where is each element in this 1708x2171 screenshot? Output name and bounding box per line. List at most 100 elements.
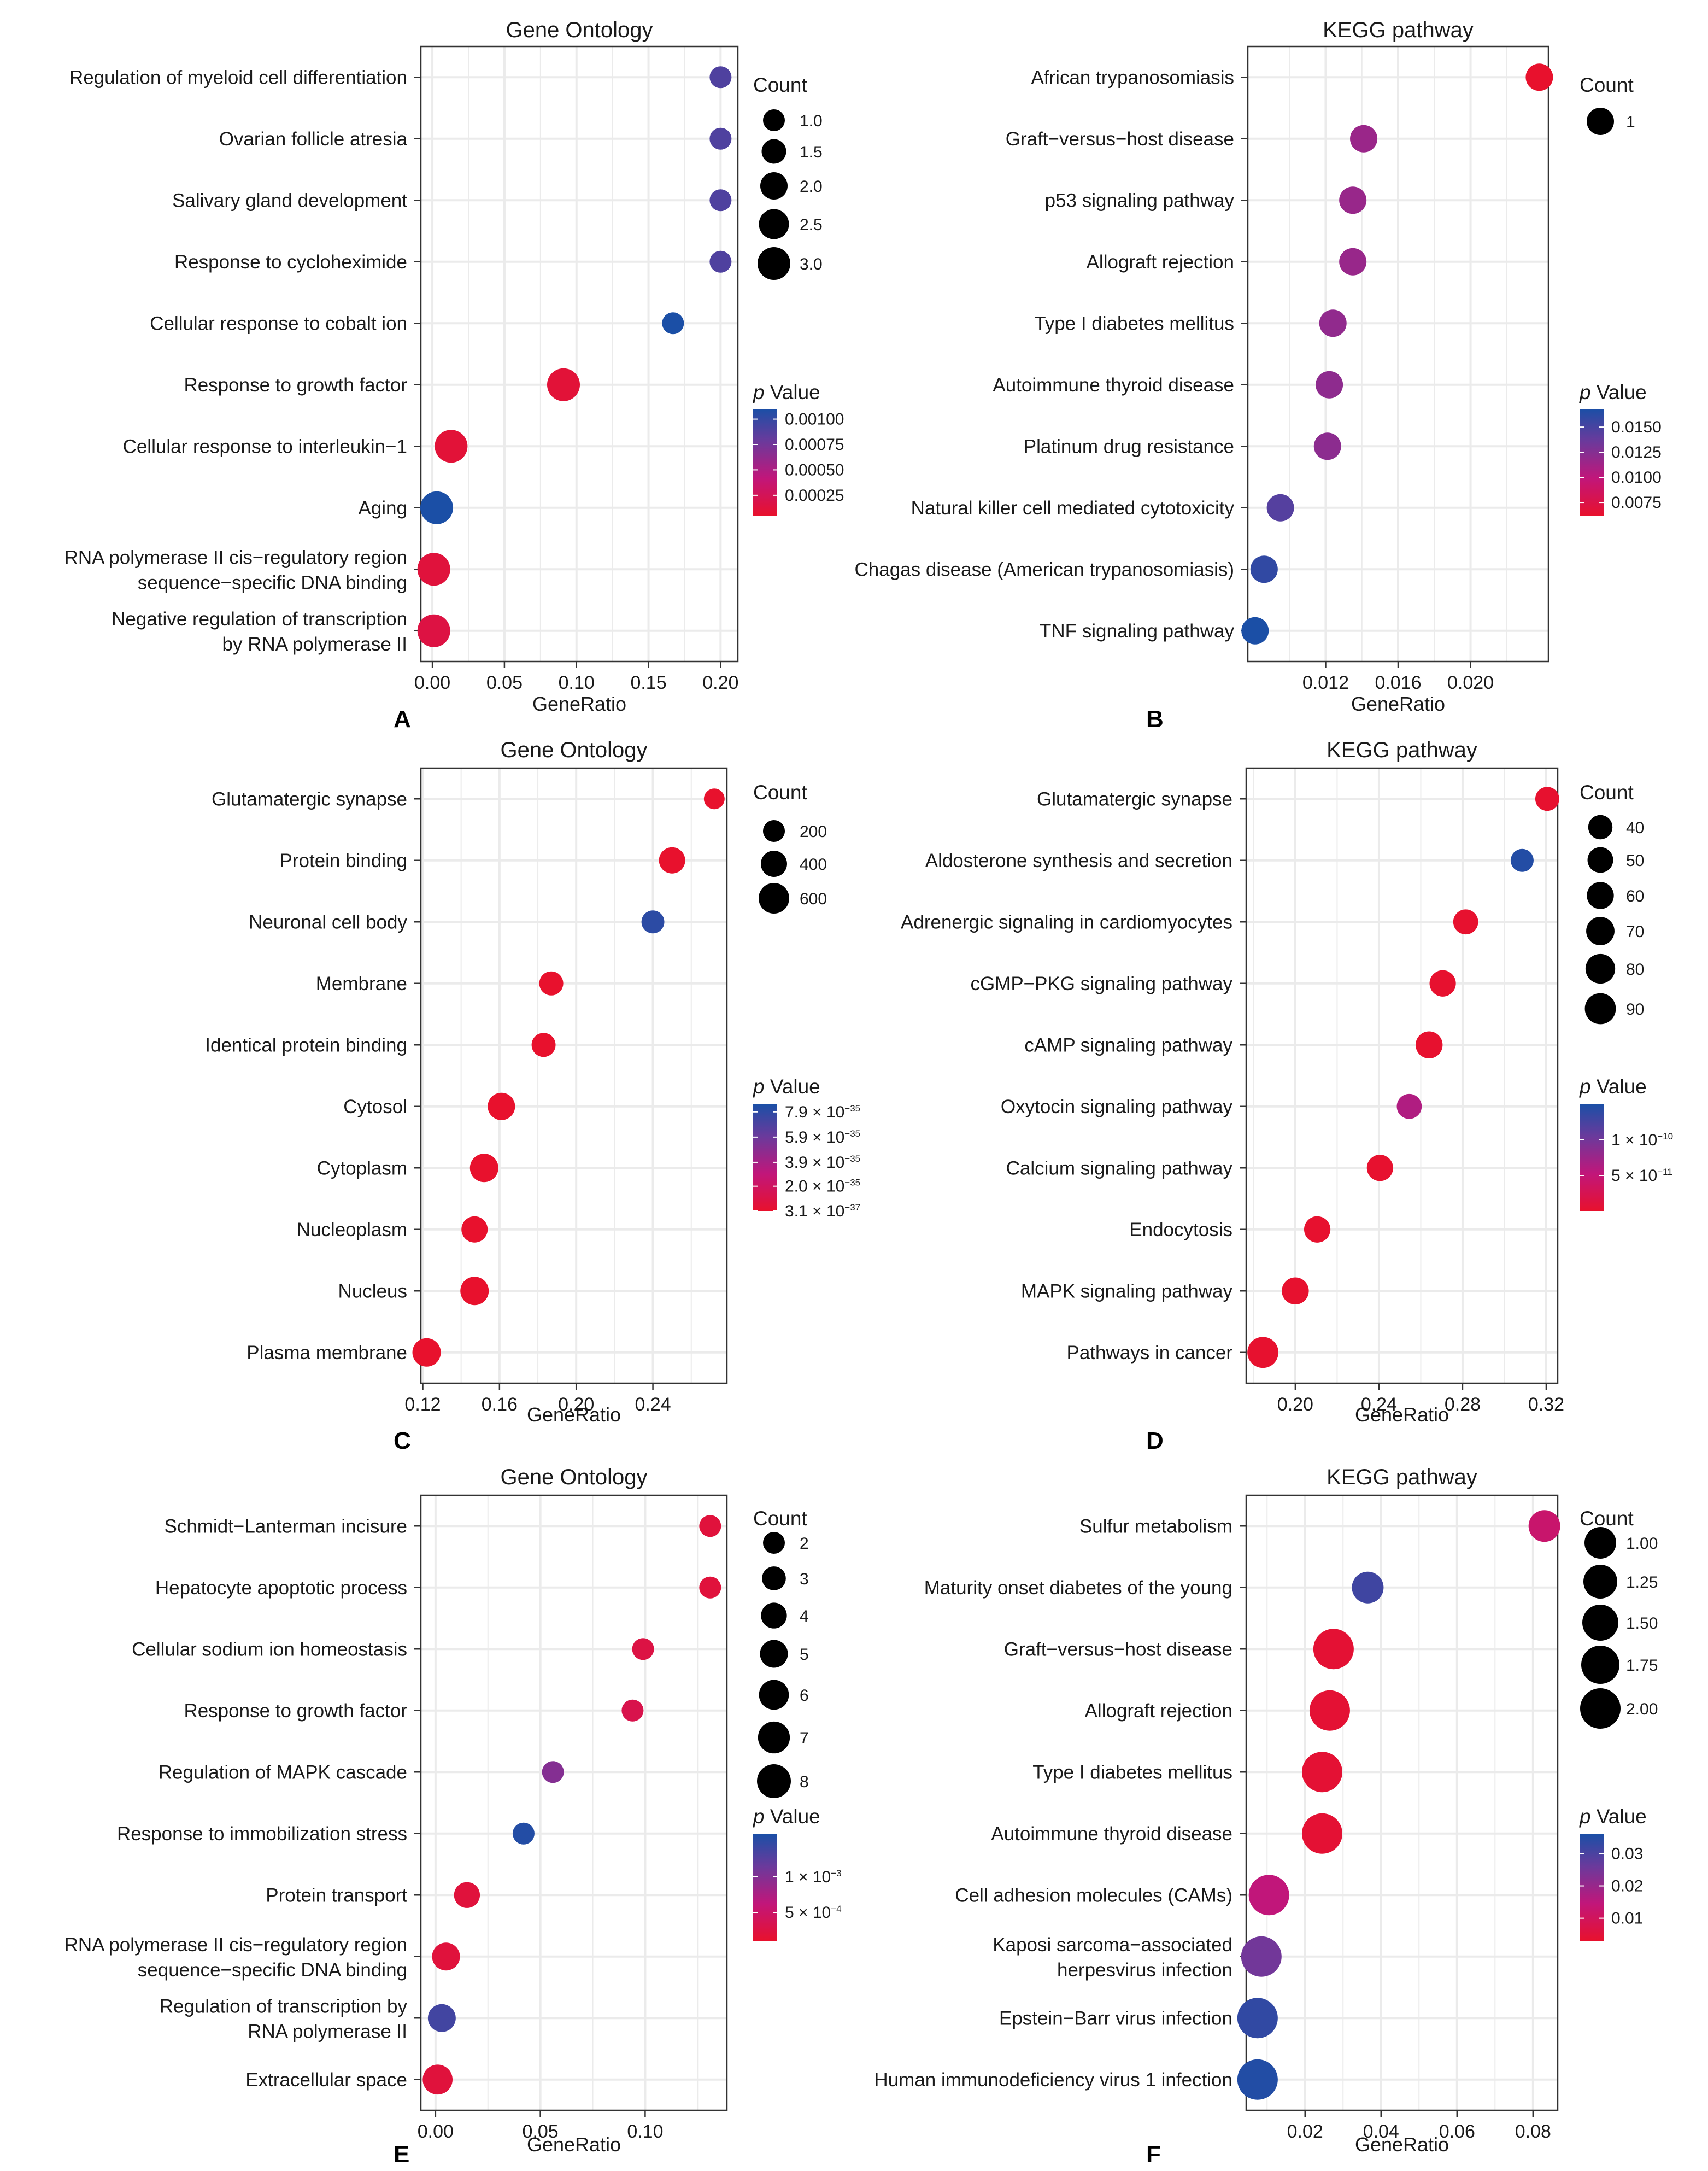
data-point-cellular-response-to-cobalt-ion [662,312,684,335]
data-point-glutamatergic-synapse [1535,787,1559,811]
size-legend-label: 80 [1626,961,1644,979]
data-point-plasma-membrane [412,1338,441,1367]
size-legend-label: 60 [1626,887,1644,905]
x-tick-label: 0.28 [1445,1394,1481,1415]
panel-frame [420,767,728,1384]
category-label-autoimmune-thyroid-disease: Autoimmune thyroid disease [991,1823,1232,1845]
color-legend-label: 3.1 × 10−37 [785,1202,860,1220]
category-label-rna-polymerase-ii-cis-regulatory-region: RNA polymerase II cis−regulatory region s… [64,547,407,593]
data-point-identical-protein-binding [531,1033,556,1057]
size-legend-dot [1584,993,1616,1025]
color-legend-label: 0.0125 [1611,443,1662,461]
category-label-nucleoplasm: Nucleoplasm [297,1219,407,1240]
category-label-cytoplasm: Cytoplasm [317,1157,407,1179]
x-axis-label: GeneRatio [527,1403,621,1426]
data-point-adrenergic-signaling-in-cardiomyocytes [1453,909,1478,935]
category-label-ovarian-follicle-atresia: Ovarian follicle atresia [219,128,408,150]
panel-a: Gene Ontology Regulation of myeloid cell … [64,18,844,733]
category-label-tnf-signaling-pathway: TNF signaling pathway [1040,621,1234,642]
color-legend-label: 0.0100 [1611,469,1662,487]
color-legend-title: p Value [753,381,820,403]
x-tick-label: 0.020 [1447,672,1494,693]
category-label-identical-protein-binding: Identical protein binding [205,1034,407,1056]
data-point-response-to-cycloheximide [709,250,732,273]
category-label-allograft-rejection: Allograft rejection [1087,251,1234,273]
data-point-platinum-drug-resistance [1313,432,1341,460]
panel-b: KEGG pathway African trypanosomiasis Graft… [855,18,1662,733]
x-axis-label: GeneRatio [532,693,626,715]
data-point-camp-signaling-pathway [1416,1031,1443,1058]
color-legend-title: p Value [753,1805,820,1828]
color-legend-label: 7.9 × 10−35 [785,1103,860,1121]
category-label-cgmp-pkg-signaling-pathway: cGMP−PKG signaling pathway [970,973,1232,994]
color-legend-title: p Value [1579,1805,1647,1828]
size-legend-label: 6 [800,1687,809,1705]
category-label-human-immunodeficiency-virus-1-infection: Human immunodeficiency virus 1 infection [874,2069,1232,2091]
data-point-extracellular-space [422,2064,453,2095]
category-label-pathways-in-cancer: Pathways in cancer [1067,1342,1233,1364]
data-point-tnf-signaling-pathway [1241,617,1269,645]
x-tick-label: 0.20 [558,1394,594,1415]
data-point-maturity-onset-diabetes-of-the-young [1352,1571,1384,1604]
grid [1246,1495,1558,2110]
category-label-rna-polymerase-ii-cis-regulatory-region: RNA polymerase II cis−regulatory region s… [64,1934,407,1981]
panel-frame [420,1494,728,2111]
category-label-plasma-membrane: Plasma membrane [246,1342,407,1364]
x-tick-label: 0.012 [1302,672,1349,693]
data-point-rna-polymerase-ii-cis-regulatory-region [432,1942,460,1971]
category-label-aging: Aging [358,498,407,519]
size-legend-label: 1.75 [1626,1657,1658,1675]
size-legend-label: 1 [1626,113,1635,131]
data-point-pathways-in-cancer [1247,1337,1278,1368]
size-legend-dot [1583,1565,1617,1599]
x-tick-label: 0.08 [1515,2121,1551,2142]
data-point-protein-transport [454,1882,480,1908]
category-label-membrane: Membrane [316,973,407,994]
category-label-glutamatergic-synapse: Glutamatergic synapse [1037,788,1232,810]
data-point-african-trypanosomiasis [1525,63,1553,91]
category-label-sulfur-metabolism: Sulfur metabolism [1079,1515,1232,1537]
color-legend-label: 5 × 10−11 [1611,1167,1672,1185]
color-legend-label: 5 × 10−4 [785,1904,842,1922]
data-point-protein-binding [659,847,685,874]
color-legend-label: 0.0150 [1611,418,1662,436]
size-legend-dot [761,139,786,164]
x-tick-label: 0.02 [1287,2121,1323,2142]
size-legend-dot [757,1764,791,1798]
size-legend-label: 3 [800,1570,809,1588]
x-tick-label: 0.20 [1277,1394,1313,1415]
category-label-response-to-growth-factor: Response to growth factor [184,374,407,396]
panel-title: Gene Ontology [500,738,647,762]
size-legend-dot [763,820,785,842]
data-point-sulfur-metabolism [1528,1510,1560,1542]
data-point-rna-polymerase-ii-cis-regulatory-region [417,553,450,586]
category-label-adrenergic-signaling-in-cardiomyocytes: Adrenergic signaling in cardiomyocytes [901,911,1232,933]
panel-c: Gene Ontology Glutamatergic synapse Protei… [205,738,860,1454]
category-label-schmidt-lanterman-incisure: Schmidt−Lanterman incisure [164,1515,407,1537]
size-legend-label: 1.0 [800,112,823,130]
size-legend-dot [1581,1646,1619,1684]
category-label-type-i-diabetes-mellitus: Type I diabetes mellitus [1032,1762,1232,1783]
data-point-regulation-of-myeloid-cell-differentiati [709,66,732,89]
size-legend-label: 3.0 [800,255,823,273]
color-legend-label: 0.03 [1611,1845,1643,1863]
data-point-nucleoplasm [461,1216,488,1243]
size-legend-label: 40 [1626,819,1644,837]
category-label-chagas-disease-american-trypanosomiasis: Chagas disease (American trypanosomiasis… [855,559,1234,580]
category-label-neuronal-cell-body: Neuronal cell body [249,911,407,933]
x-tick-label: 0.05 [523,2121,559,2142]
panel-frame [1245,1494,1559,2111]
data-point-chagas-disease-american-trypanosomiasis [1250,555,1278,583]
data-point-cellular-response-to-interleukin-1 [435,430,468,463]
size-legend-label: 90 [1626,1000,1644,1019]
size-legend-title: Count [1580,74,1634,96]
category-label-response-to-immobilization-stress: Response to immobilization stress [117,1823,407,1845]
panel-letter: E [394,2141,409,2168]
size-legend-dot [758,1721,790,1754]
size-legend-label: 1.00 [1626,1535,1658,1553]
category-label-nucleus: Nucleus [338,1280,407,1302]
panel-letter: D [1146,1427,1164,1454]
size-legend-dot [1584,1527,1616,1559]
data-point-cell-adhesion-molecules-cams [1248,1875,1289,1916]
color-legend-label: 0.00075 [785,436,844,454]
